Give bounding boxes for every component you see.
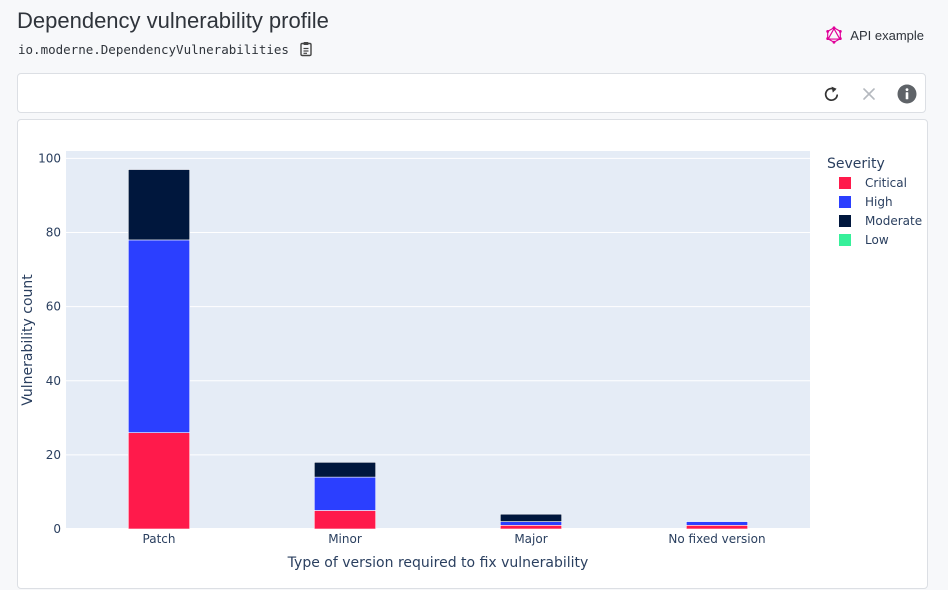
legend-title: Severity xyxy=(827,156,885,172)
y-axis-title: Vulnerability count xyxy=(20,274,36,406)
vulnerability-chart: 0 20 40 60 80 100 Patch Minor Major No fixed ver… xyxy=(20,151,922,571)
bar-high-patch[interactable] xyxy=(128,239,190,433)
legend-swatch-low[interactable] xyxy=(839,234,851,246)
clipboard-icon[interactable] xyxy=(298,41,314,57)
api-example-label: API example xyxy=(850,27,924,43)
bar-critical-minor[interactable] xyxy=(314,510,376,530)
legend-label-moderate[interactable]: Moderate xyxy=(865,214,922,228)
legend-swatch-high[interactable] xyxy=(839,196,851,208)
bar-critical-patch[interactable] xyxy=(128,432,190,530)
page-title: Dependency vulnerability profile xyxy=(17,8,329,33)
x-tick-label: Minor xyxy=(328,532,362,546)
plot-area xyxy=(66,151,810,529)
bar-moderate-patch[interactable] xyxy=(128,169,190,241)
legend-label-critical[interactable]: Critical xyxy=(865,176,907,190)
y-tick-label: 40 xyxy=(46,374,61,388)
bar-critical-major[interactable] xyxy=(500,524,562,530)
clear-button[interactable] xyxy=(859,84,879,104)
api-example-link[interactable]: API example xyxy=(825,26,924,44)
bar-high-no-fixed-version[interactable] xyxy=(686,521,748,526)
x-tick-label: Patch xyxy=(143,532,176,546)
recipe-id: io.moderne.DependencyVulnerabilities xyxy=(18,41,289,57)
bar-high-major[interactable] xyxy=(500,521,562,526)
legend-label-low[interactable]: Low xyxy=(865,233,889,247)
x-axis-title: Type of version required to fix vulnerab… xyxy=(287,555,589,571)
x-tick-label: Major xyxy=(514,532,547,546)
x-tick-label: No fixed version xyxy=(668,532,765,546)
legend-label-high[interactable]: High xyxy=(865,195,893,209)
y-tick-label: 80 xyxy=(46,226,61,240)
bar-critical-no-fixed-version[interactable] xyxy=(686,524,748,530)
legend-swatch-critical[interactable] xyxy=(839,177,851,189)
legend: Severity Critical High Moderate Low xyxy=(827,156,922,247)
y-tick-label: 0 xyxy=(53,522,61,536)
y-tick-label: 100 xyxy=(38,151,61,165)
reload-icon xyxy=(824,86,839,101)
bar-high-minor[interactable] xyxy=(314,476,376,511)
y-tick-label: 60 xyxy=(46,300,61,314)
legend-swatch-moderate[interactable] xyxy=(839,215,851,227)
reload-button[interactable] xyxy=(822,84,842,104)
recipe-id-row: io.moderne.DependencyVulnerabilities xyxy=(18,40,314,58)
close-icon xyxy=(863,88,875,100)
bar-moderate-major[interactable] xyxy=(500,513,562,522)
chart-panel: 0 20 40 60 80 100 Patch Minor Major No fixed ver… xyxy=(17,119,928,589)
info-button[interactable] xyxy=(897,84,917,104)
y-tick-label: 20 xyxy=(46,448,61,462)
bar-moderate-minor[interactable] xyxy=(314,461,376,478)
info-icon xyxy=(897,84,917,104)
toolbar xyxy=(17,73,926,113)
graphql-icon xyxy=(826,26,843,44)
